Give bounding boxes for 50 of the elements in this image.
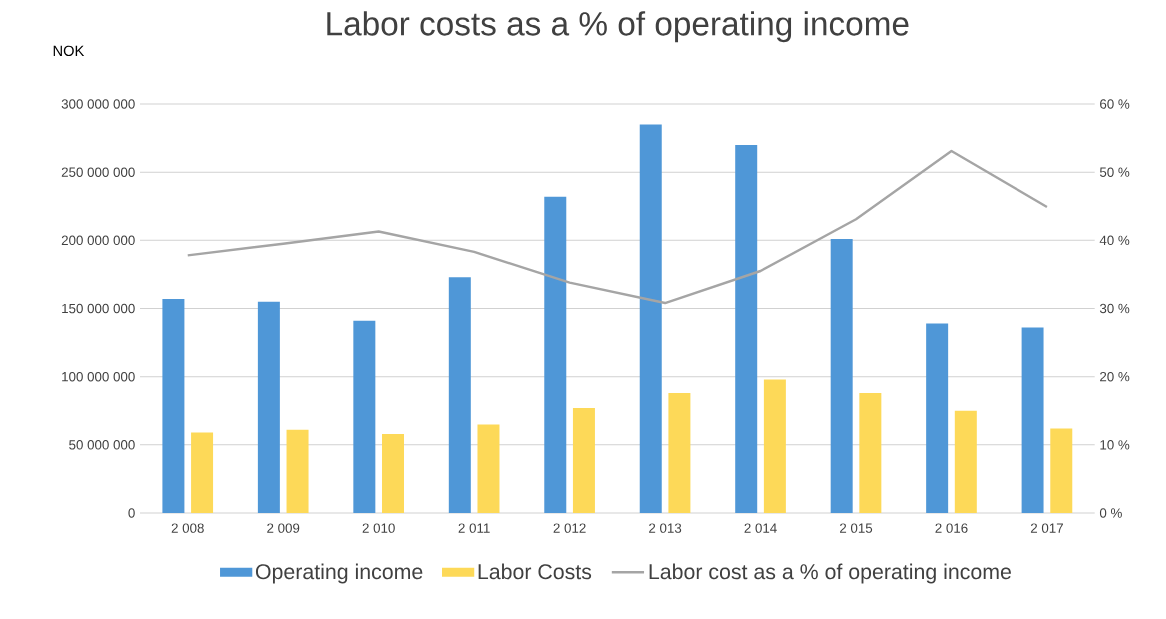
bar	[353, 320, 376, 513]
bar	[162, 298, 185, 513]
x-tick-label: 2 011	[458, 523, 490, 533]
legend-label: Labor Costs	[478, 563, 592, 580]
bar	[1050, 428, 1073, 513]
bar	[859, 393, 882, 513]
bar	[191, 432, 214, 513]
x-tick-label: 2 013	[649, 523, 682, 533]
bar	[448, 277, 471, 513]
legend-label: Operating income	[255, 563, 423, 584]
bar	[954, 410, 977, 513]
bar	[572, 408, 595, 513]
bar	[830, 238, 853, 513]
x-tick-label: 2 014	[744, 523, 777, 533]
legend-label: Labor cost as a % of operating income	[649, 563, 1011, 584]
x-tick-label: 2 017	[1030, 523, 1063, 533]
x-tick-label: 2 008	[171, 523, 204, 533]
y-tick-label: 150 000 000	[62, 303, 135, 314]
bar	[763, 379, 786, 513]
y2-tick-label: 0 %	[1099, 508, 1122, 518]
y-axis-title: NOK	[53, 45, 85, 57]
x-tick-label: 2 016	[935, 523, 968, 533]
bar	[286, 429, 309, 513]
y-tick-label: 0	[128, 508, 135, 518]
y2-tick-label: 40 %	[1099, 235, 1130, 246]
y2-tick-label: 60 %	[1100, 99, 1130, 109]
bar	[477, 424, 500, 513]
y-tick-label: 300 000 000	[61, 99, 135, 109]
y-tick-label: 100 000 000	[62, 371, 135, 382]
y-tick-label: 50 000 000	[69, 440, 135, 450]
y-tick-label: 250 000 000	[61, 167, 135, 177]
line-series	[186, 149, 1049, 305]
y2-tick-label: 20 %	[1100, 371, 1130, 382]
x-tick-label: 2 015	[840, 523, 873, 533]
bar	[735, 144, 758, 513]
x-tick-label: 2 012	[553, 523, 586, 533]
x-tick-label: 2 010	[362, 523, 395, 533]
bar	[1021, 327, 1044, 513]
chart-title: Labor costs as a % of operating income	[327, 11, 909, 43]
y2-tick-label: 10 %	[1100, 440, 1130, 450]
bar	[544, 196, 567, 513]
bar	[382, 433, 405, 513]
y-tick-label: 200 000 000	[61, 235, 135, 246]
x-tick-label: 2 009	[267, 523, 300, 533]
y2-tick-label: 30 %	[1099, 303, 1130, 314]
bar	[257, 301, 280, 513]
bar	[639, 124, 662, 513]
bar	[668, 393, 691, 513]
bar	[926, 323, 949, 513]
y2-tick-label: 50 %	[1099, 167, 1130, 177]
